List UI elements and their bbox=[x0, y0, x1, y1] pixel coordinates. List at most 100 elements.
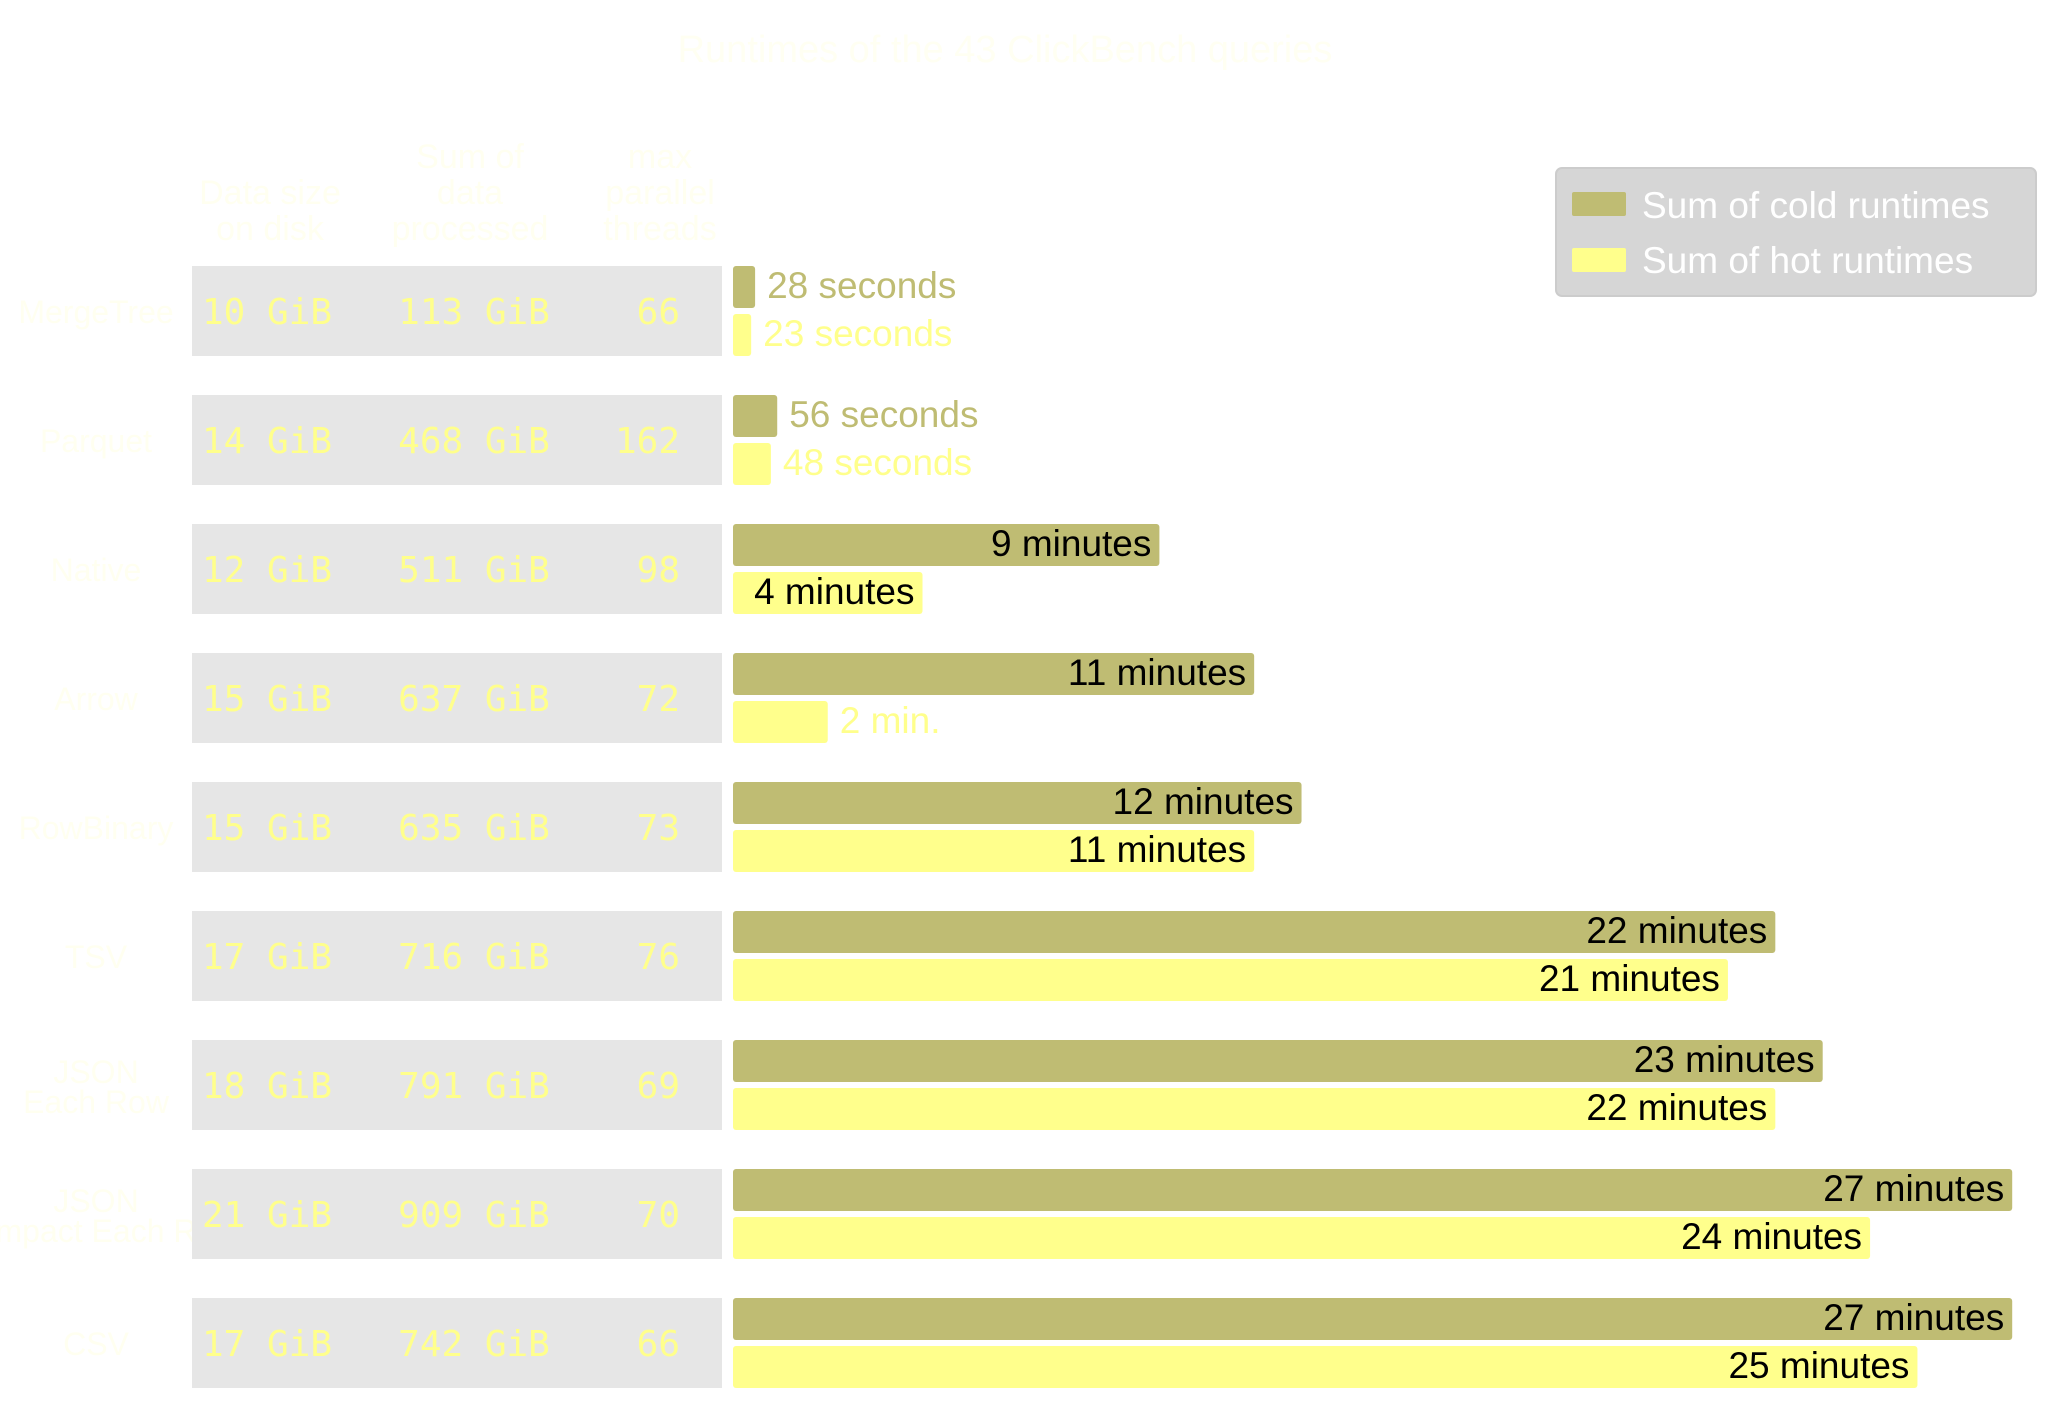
cold-runtime-bar bbox=[733, 395, 778, 437]
legend-swatch-cold bbox=[1572, 192, 1626, 216]
category-label: Native bbox=[51, 552, 142, 588]
chart-row: RowBinary 15 GiB 635 GiB 73 12 minutes 11 min… bbox=[19, 781, 1302, 872]
cold-runtime-bar bbox=[733, 1040, 1823, 1082]
max-threads-cell: 98 bbox=[637, 550, 680, 591]
max-threads-cell: 76 bbox=[637, 937, 680, 978]
hot-runtime-label: 48 seconds bbox=[783, 442, 972, 483]
hot-runtime-label: 24 minutes bbox=[1681, 1216, 1862, 1257]
hot-runtime-label: 25 minutes bbox=[1728, 1345, 1909, 1386]
hot-runtime-bar bbox=[733, 959, 1728, 1001]
table-row-background bbox=[192, 911, 722, 1001]
data-processed-cell: 468 GiB bbox=[398, 421, 550, 462]
hot-runtime-bar bbox=[733, 572, 923, 614]
table-row-background bbox=[192, 395, 722, 485]
cold-runtime-bar bbox=[733, 524, 1160, 566]
hot-runtime-bar bbox=[733, 701, 828, 743]
legend-label-cold: Sum of cold runtimes bbox=[1642, 185, 1990, 226]
category-label: CSV bbox=[63, 1326, 129, 1362]
data-processed-cell: 791 GiB bbox=[398, 1066, 550, 1107]
cold-runtime-bar bbox=[733, 911, 1776, 953]
cold-runtime-label: 56 seconds bbox=[789, 394, 978, 435]
cold-runtime-bar bbox=[733, 782, 1302, 824]
category-label: Parquet bbox=[40, 423, 152, 459]
table-row-background bbox=[192, 1298, 722, 1388]
data-processed-cell: 742 GiB bbox=[398, 1324, 550, 1365]
cold-runtime-label: 22 minutes bbox=[1586, 910, 1767, 951]
table-row-background bbox=[192, 1169, 722, 1259]
cold-runtime-bar bbox=[733, 1298, 2013, 1340]
cold-runtime-bar bbox=[733, 1169, 2013, 1211]
chart-row: Native 12 GiB 511 GiB 98 9 minutes 4 minutes bbox=[51, 523, 1160, 614]
column-headers: Data size on disk Sum of data processed max… bbox=[199, 138, 717, 248]
data-size-cell: 17 GiB bbox=[202, 937, 332, 978]
hot-runtime-bar bbox=[733, 314, 752, 356]
legend: Sum of cold runtimes Sum of hot runtimes bbox=[1555, 167, 2037, 297]
chart-row: CSV 17 GiB 742 GiB 66 27 minutes 25 minutes bbox=[63, 1297, 2013, 1388]
table-row-background bbox=[192, 653, 722, 743]
max-threads-cell: 66 bbox=[637, 1324, 680, 1365]
data-size-cell: 18 GiB bbox=[202, 1066, 332, 1107]
hot-runtime-bar bbox=[733, 1346, 1918, 1388]
legend-frame bbox=[1555, 167, 2037, 297]
hot-runtime-bar bbox=[733, 830, 1255, 872]
category-label: Arrow bbox=[54, 681, 138, 717]
hot-runtime-label: 21 minutes bbox=[1539, 958, 1720, 999]
cold-runtime-label: 23 minutes bbox=[1634, 1039, 1815, 1080]
data-processed-cell: 637 GiB bbox=[398, 679, 550, 720]
data-size-cell: 12 GiB bbox=[202, 550, 332, 591]
data-processed-cell: 909 GiB bbox=[398, 1195, 550, 1236]
max-threads-cell: 73 bbox=[637, 808, 680, 849]
max-threads-cell: 70 bbox=[637, 1195, 680, 1236]
data-size-cell: 10 GiB bbox=[202, 292, 332, 333]
category-label: MergeTree bbox=[18, 294, 173, 330]
category-label: TSV bbox=[65, 939, 128, 975]
cold-runtime-label: 11 minutes bbox=[1068, 652, 1246, 693]
cold-runtime-label: 12 minutes bbox=[1113, 781, 1294, 822]
chart-title: Runtimes of the 43 ClickBench queries bbox=[678, 29, 1333, 71]
column-header-max-threads: max parallel threads bbox=[603, 138, 716, 248]
chart-row: Parquet 14 GiB 468 GiB 162 56 seconds 48 seco… bbox=[40, 394, 978, 485]
hot-runtime-label: 4 minutes bbox=[754, 571, 914, 612]
legend-label-hot: Sum of hot runtimes bbox=[1642, 240, 1973, 281]
max-threads-cell: 162 bbox=[615, 421, 680, 462]
max-threads-cell: 72 bbox=[637, 679, 680, 720]
hot-runtime-label: 11 minutes bbox=[1068, 829, 1246, 870]
data-size-cell: 14 GiB bbox=[202, 421, 332, 462]
hot-runtime-label: 22 minutes bbox=[1586, 1087, 1767, 1128]
hot-runtime-label: 2 min. bbox=[840, 700, 941, 741]
category-label: RowBinary bbox=[19, 810, 174, 846]
cold-runtime-label: 28 seconds bbox=[767, 265, 956, 306]
column-header-data-size: Data size on disk bbox=[199, 174, 341, 248]
data-processed-cell: 716 GiB bbox=[398, 937, 550, 978]
data-size-cell: 15 GiB bbox=[202, 808, 332, 849]
cold-runtime-label: 27 minutes bbox=[1823, 1168, 2004, 1209]
data-processed-cell: 635 GiB bbox=[398, 808, 550, 849]
column-header-data-processed: Sum of data processed bbox=[392, 138, 549, 248]
chart-rows: MergeTree 10 GiB 113 GiB 66 28 seconds 23 sec… bbox=[0, 265, 2013, 1388]
legend-swatch-hot bbox=[1572, 248, 1626, 272]
hot-runtime-bar bbox=[733, 1088, 1776, 1130]
max-threads-cell: 66 bbox=[637, 292, 680, 333]
hot-runtime-bar bbox=[733, 1217, 1871, 1259]
data-processed-cell: 511 GiB bbox=[398, 550, 550, 591]
hot-runtime-bar bbox=[733, 443, 771, 485]
chart-row: TSV 17 GiB 716 GiB 76 22 minutes 21 minutes bbox=[65, 910, 1776, 1001]
max-threads-cell: 69 bbox=[637, 1066, 680, 1107]
data-size-cell: 15 GiB bbox=[202, 679, 332, 720]
table-row-background bbox=[192, 782, 722, 872]
category-label: JSON Each Row bbox=[23, 1054, 170, 1120]
chart-row: MergeTree 10 GiB 113 GiB 66 28 seconds 23 sec… bbox=[18, 265, 956, 356]
cold-runtime-bar bbox=[733, 266, 756, 308]
table-row-background bbox=[192, 1040, 722, 1130]
cold-runtime-label: 27 minutes bbox=[1823, 1297, 2004, 1338]
table-row-background bbox=[192, 524, 722, 614]
hot-runtime-label: 23 seconds bbox=[763, 313, 952, 354]
data-processed-cell: 113 GiB bbox=[398, 292, 550, 333]
chart-row: Arrow 15 GiB 637 GiB 72 11 minutes 2 min. bbox=[54, 652, 1255, 743]
cold-runtime-bar bbox=[733, 653, 1255, 695]
data-size-cell: 21 GiB bbox=[202, 1195, 332, 1236]
chart-row: JSON Each Row 18 GiB 791 GiB 69 23 minutes 22 … bbox=[23, 1039, 1823, 1130]
data-size-cell: 17 GiB bbox=[202, 1324, 332, 1365]
